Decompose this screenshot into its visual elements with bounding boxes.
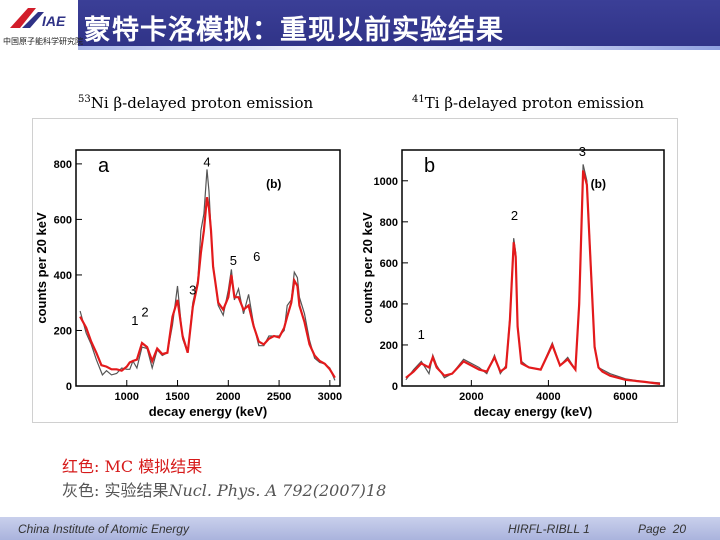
chart-a: 1000 1500 2000 2500 3000 0 200 400 600 800 decay e…: [34, 149, 342, 419]
peak-label: 1: [131, 313, 138, 328]
peak-label: 6: [253, 249, 260, 264]
y-tick-label: 1000: [374, 176, 398, 188]
caption-mc: 红色: MC 模拟结果: [62, 457, 203, 476]
footer-page: Page 20: [638, 522, 686, 536]
peak-label: 2: [141, 305, 148, 320]
logo: IAE 中国原子能科学研究院: [0, 0, 83, 50]
caption-experiment-prefix: 灰色: 实验结果: [62, 481, 169, 500]
y-tick-label: 200: [54, 325, 72, 337]
panel-a-title: 53Ni β-delayed proton emission: [78, 94, 313, 112]
y-tick-label: 600: [54, 214, 72, 226]
header-bar: [0, 0, 720, 50]
plot-area: [75, 149, 341, 387]
y-tick-label: 0: [66, 381, 72, 393]
footer-bar: [0, 517, 720, 540]
panel-letter: b: [424, 155, 435, 177]
x-tick-label: 1000: [115, 391, 139, 403]
panel-a-symbol: Ni: [90, 94, 109, 112]
x-tick-label: 6000: [613, 391, 637, 403]
panel-sub-label: (b): [591, 177, 606, 191]
series-mc-line: [405, 170, 661, 385]
peak-label: 2: [511, 208, 518, 223]
panel-sub-label: (b): [266, 177, 281, 191]
page-title: 蒙特卡洛模拟：重现以前实验结果: [84, 15, 504, 46]
caption-experiment: 灰色: 实验结果Nucl. Phys. A 792(2007)18: [62, 477, 386, 501]
y-tick-label: 800: [380, 217, 398, 229]
x-axis-label: decay energy (keV): [149, 404, 268, 419]
footer-institute: China Institute of Atomic Energy: [18, 522, 189, 536]
panel-b-title: 41Ti β-delayed proton emission: [412, 94, 644, 112]
footer-project: HIRFL-RIBLL 1: [508, 522, 590, 536]
caption-reference: Nucl. Phys. A 792(2007)18: [168, 481, 387, 500]
chart-b: 2000 4000 6000 0 200 400 600 800 1000 decay energ…: [360, 144, 665, 419]
y-tick-label: 400: [380, 299, 398, 311]
series-mc-line: [79, 197, 336, 379]
panel-a-mass: 53: [78, 94, 91, 105]
panel-letter: a: [98, 155, 110, 177]
y-axis-label: counts per 20 keV: [34, 212, 49, 324]
y-axis-label: counts per 20 keV: [360, 212, 375, 324]
peak-label: 1: [418, 327, 425, 342]
panel-b-symbol: Ti: [424, 94, 440, 112]
y-tick-label: 400: [54, 270, 72, 282]
peak-label: 3: [579, 144, 586, 159]
peak-label: 5: [230, 253, 237, 268]
svg-text:IAE: IAE: [42, 13, 66, 29]
logo-text: 中国原子能科学研究院: [3, 37, 83, 46]
x-axis-label: decay energy (keV): [474, 404, 593, 419]
x-tick-label: 1500: [165, 391, 189, 403]
footer-page-label: Page: [638, 522, 667, 536]
y-tick-label: 800: [54, 159, 72, 171]
peak-label: 4: [203, 155, 210, 170]
x-tick-label: 2000: [216, 391, 240, 403]
plot-area: [401, 149, 665, 387]
header-divider: [0, 46, 720, 50]
x-tick-label: 2500: [267, 391, 291, 403]
footer-page-number: 20: [672, 522, 687, 536]
ciae-logo-icon: IAE: [10, 8, 66, 29]
x-tick-label: 4000: [536, 391, 560, 403]
panel-b-mass: 41: [412, 94, 425, 105]
x-tick-label: 3000: [318, 391, 342, 403]
y-tick-label: 0: [392, 381, 398, 393]
peak-label: 3: [189, 282, 196, 297]
panel-b-title-text: β-delayed proton emission: [444, 94, 645, 112]
x-tick-label: 2000: [459, 391, 483, 403]
panel-a-title-text: β-delayed proton emission: [113, 94, 314, 112]
y-tick-label: 600: [380, 258, 398, 270]
y-tick-label: 200: [380, 340, 398, 352]
